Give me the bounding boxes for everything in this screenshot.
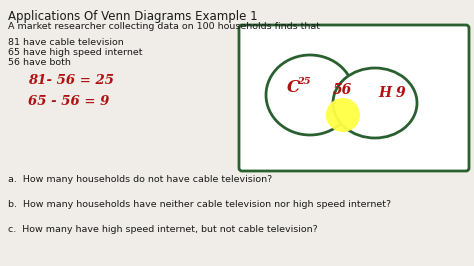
Text: 65 have high speed internet: 65 have high speed internet — [8, 48, 143, 57]
Text: H 9: H 9 — [378, 86, 406, 100]
Text: b.  How many households have neither cable television nor high speed internet?: b. How many households have neither cabl… — [8, 200, 391, 209]
FancyBboxPatch shape — [239, 25, 469, 171]
Text: 25: 25 — [297, 77, 311, 85]
Text: a.  How many households do not have cable television?: a. How many households do not have cable… — [8, 175, 272, 184]
Text: 65 - 56 = 9: 65 - 56 = 9 — [28, 95, 109, 108]
Text: A market researcher collecting data on 100 households finds that: A market researcher collecting data on 1… — [8, 22, 320, 31]
Text: 56: 56 — [332, 83, 352, 97]
Text: 56 have both: 56 have both — [8, 58, 71, 67]
Text: C: C — [286, 80, 300, 97]
Circle shape — [326, 98, 360, 132]
Text: c.  How many have high speed internet, but not cable television?: c. How many have high speed internet, bu… — [8, 225, 318, 234]
Text: 81- 56 = 25: 81- 56 = 25 — [28, 74, 114, 87]
Text: Applications Of Venn Diagrams Example 1: Applications Of Venn Diagrams Example 1 — [8, 10, 258, 23]
Text: 81 have cable television: 81 have cable television — [8, 38, 124, 47]
Ellipse shape — [266, 55, 354, 135]
Ellipse shape — [333, 68, 417, 138]
